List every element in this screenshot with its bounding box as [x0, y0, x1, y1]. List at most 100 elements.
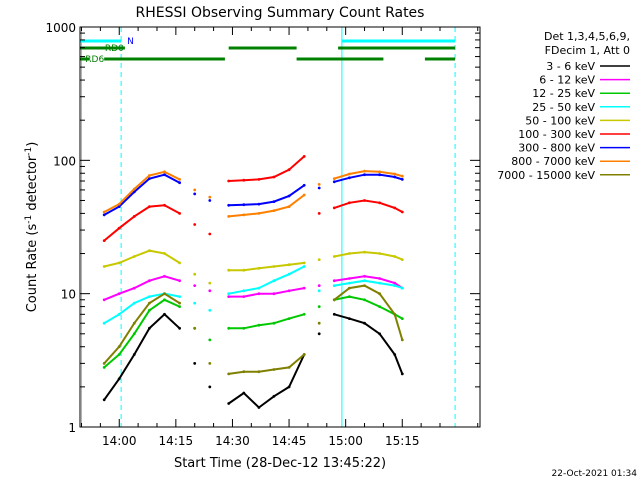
series-line [103, 298, 181, 369]
data-point [317, 186, 321, 190]
data-point [257, 202, 261, 206]
data-point [208, 199, 212, 202]
data-point [208, 195, 212, 199]
data-point [132, 255, 136, 258]
data-point [272, 292, 276, 296]
data-point [102, 398, 106, 402]
legend-label: 6 - 12 keV [539, 74, 595, 87]
data-point [242, 203, 246, 207]
data-point [178, 212, 182, 215]
data-point [257, 406, 261, 409]
legend-label: 7000 - 15000 keV [497, 169, 595, 182]
data-point [148, 301, 151, 305]
data-point [332, 284, 336, 287]
data-point [317, 183, 321, 186]
data-point [208, 308, 212, 312]
y-tick-label: 10 [61, 288, 76, 302]
data-point [257, 370, 261, 374]
data-point [132, 332, 136, 336]
data-point [393, 312, 397, 316]
data-point [400, 338, 404, 342]
data-point [163, 292, 166, 296]
data-point [393, 206, 397, 210]
data-point [227, 402, 231, 405]
data-point [148, 205, 151, 209]
data-point [317, 332, 321, 336]
data-point [272, 368, 276, 371]
legend-label: 25 - 50 keV [532, 101, 595, 114]
data-point [148, 295, 151, 298]
y-axis-label-part2: detector [25, 155, 40, 215]
data-point [378, 277, 381, 280]
data-point [132, 301, 136, 305]
y-tick-label: 100 [53, 154, 76, 168]
x-tick-label: 15:00 [328, 434, 363, 448]
data-point [287, 385, 291, 389]
series-line [103, 170, 181, 213]
data-point [102, 213, 106, 217]
series-7000-15000keV [102, 284, 404, 376]
data-point [208, 362, 212, 365]
data-point [208, 232, 212, 236]
data-point [117, 292, 121, 296]
data-point [332, 312, 336, 316]
data-point [363, 250, 366, 254]
x-tick-label: 14:30 [215, 434, 250, 448]
data-point [148, 174, 151, 177]
data-point [227, 295, 231, 298]
data-point [393, 284, 397, 287]
y-axis-label-part3: ) [25, 142, 40, 147]
series-line [228, 155, 305, 182]
data-point [193, 326, 197, 330]
data-point [332, 255, 336, 258]
data-point [348, 172, 351, 176]
data-point [242, 178, 246, 182]
data-point [363, 298, 366, 302]
series-line [228, 353, 305, 375]
series-6-12keV [102, 274, 404, 302]
data-point [227, 203, 231, 207]
series-line [333, 199, 403, 213]
x-tick-label: 14:45 [272, 434, 307, 448]
series-line [334, 295, 403, 320]
series-line [334, 313, 404, 375]
data-point [257, 178, 261, 181]
data-point [400, 178, 404, 181]
data-point [117, 205, 121, 209]
series-line [228, 287, 305, 298]
data-point [193, 301, 197, 305]
data-point [400, 210, 404, 214]
data-point [393, 175, 397, 179]
plot-frame [79, 26, 481, 428]
data-point [317, 212, 321, 215]
y-axis-label: Count Rate (s-1 detector-1) [24, 142, 40, 313]
data-point [363, 279, 366, 283]
data-point [378, 173, 381, 177]
data-point [102, 362, 106, 365]
data-point [287, 205, 291, 209]
data-point [178, 301, 182, 305]
x-tick-label: 14:00 [102, 434, 137, 448]
data-point [317, 284, 321, 287]
data-point [287, 317, 291, 320]
data-point [257, 323, 261, 327]
series-50-100keV [102, 249, 404, 285]
data-point [117, 377, 121, 381]
data-point [363, 173, 366, 177]
data-point [302, 286, 306, 290]
data-point [178, 261, 182, 265]
data-point [117, 202, 121, 206]
data-point [242, 268, 246, 272]
data-point [363, 274, 366, 278]
data-point [102, 265, 106, 268]
data-point [178, 305, 182, 308]
data-point [163, 252, 166, 255]
data-point [378, 252, 381, 255]
data-point [302, 353, 306, 356]
data-point [332, 298, 336, 302]
data-point [227, 179, 231, 183]
data-point [317, 305, 321, 308]
series-100-300keV [102, 155, 404, 243]
